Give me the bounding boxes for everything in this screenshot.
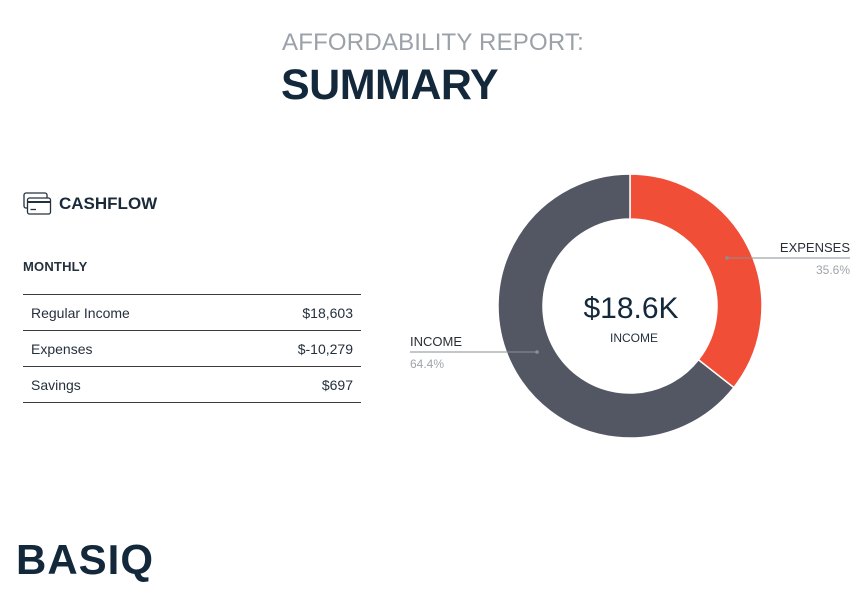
period-label: MONTHLY xyxy=(23,259,88,274)
cashflow-title: CASHFLOW xyxy=(59,194,158,213)
expenses-leader-dot xyxy=(725,256,729,260)
slice-percent-income: 64.4% xyxy=(410,357,444,371)
slice-label-income: INCOME xyxy=(410,334,462,349)
row-value: $697 xyxy=(321,376,353,393)
basiq-logo: BASIQ xyxy=(16,536,186,582)
row-label: Savings xyxy=(31,376,81,393)
income-leader-dot xyxy=(535,350,539,354)
donut-slice-expenses xyxy=(629,173,763,389)
slice-label-expenses: EXPENSES xyxy=(780,240,850,255)
donut-slice-income xyxy=(497,173,735,439)
row-label: Regular Income xyxy=(31,304,130,321)
credit-card-icon xyxy=(23,192,52,216)
table-row: Savings $697 xyxy=(23,367,361,403)
cashflow-table: Regular Income $18,603 Expenses $-10,279… xyxy=(23,294,361,403)
svg-text:BASIQ: BASIQ xyxy=(16,536,154,582)
slice-percent-expenses: 35.6% xyxy=(816,263,850,277)
cashflow-header: CASHFLOW xyxy=(23,192,157,216)
report-subtitle: AFFORDABILITY REPORT: xyxy=(282,29,585,56)
center-value: $18.6K xyxy=(583,292,678,325)
row-value: $18,603 xyxy=(302,304,353,321)
page-title: SUMMARY xyxy=(281,61,499,109)
row-value: $-10,279 xyxy=(297,340,353,357)
center-label: INCOME xyxy=(610,331,658,345)
basiq-logo-mark: BASIQ xyxy=(16,536,154,582)
table-row: Regular Income $18,603 xyxy=(23,295,361,331)
table-row: Expenses $-10,279 xyxy=(23,331,361,367)
row-label: Expenses xyxy=(31,340,93,357)
